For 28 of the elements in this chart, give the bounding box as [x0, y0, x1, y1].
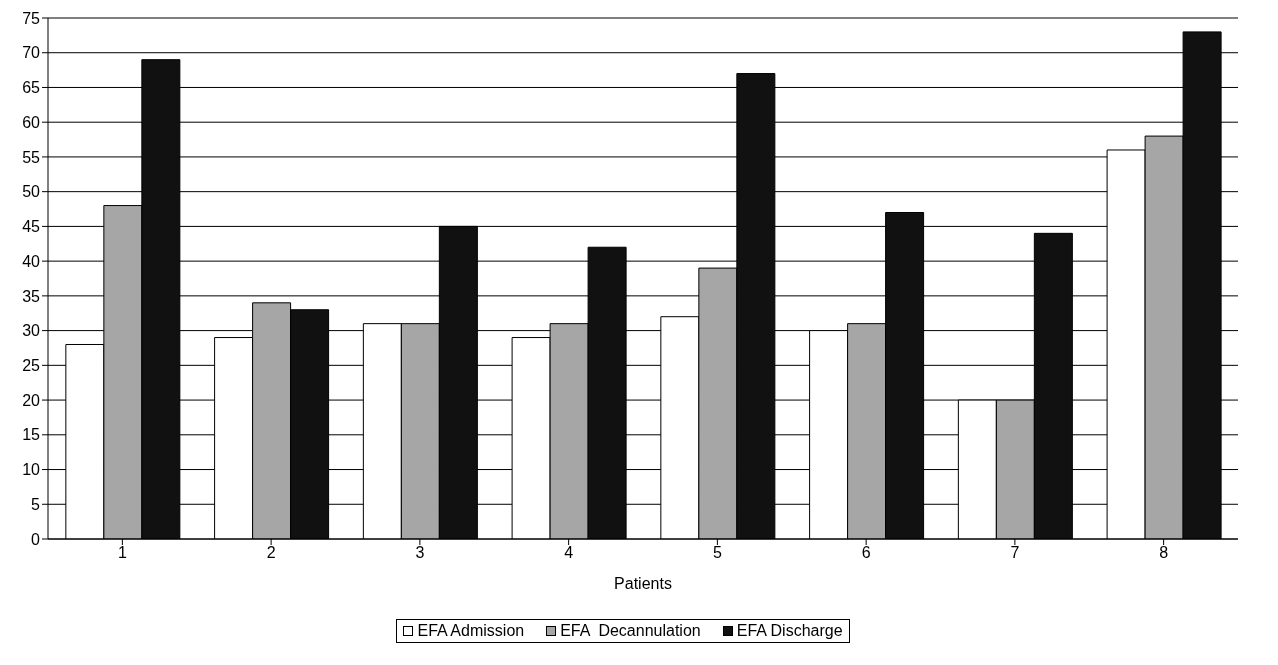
y-tick-label: 20: [22, 391, 41, 409]
y-tick-label: 45: [22, 218, 41, 236]
x-tick-label: 8: [1159, 544, 1169, 562]
x-tick-label: 2: [266, 544, 276, 562]
x-axis-title: Patients: [614, 575, 672, 592]
y-tick-label: 50: [22, 183, 41, 201]
legend-label: EFA Admission: [416, 622, 525, 640]
y-tick-label: 0: [31, 530, 41, 548]
y-tick-label: 60: [22, 113, 41, 131]
y-tick-label: 5: [31, 495, 41, 513]
x-tick-label: 6: [861, 544, 871, 562]
y-tick-label: 55: [22, 148, 41, 166]
x-tick-label: 4: [564, 544, 574, 562]
y-tick-label: 70: [22, 44, 41, 62]
y-tick-label: 15: [22, 426, 41, 444]
x-tick-label: 7: [1010, 544, 1020, 562]
y-tick-label: 75: [22, 9, 41, 27]
x-tick-label: 3: [415, 544, 425, 562]
y-tick-label: 10: [22, 461, 41, 479]
y-tick-label: 65: [22, 79, 41, 97]
y-tick-label: 25: [22, 357, 41, 375]
y-tick-label: 35: [22, 287, 41, 305]
legend-label: EFA Decannulation: [559, 622, 701, 640]
x-tick-label: 5: [712, 544, 722, 562]
y-tick-label: 40: [22, 252, 41, 270]
legend-label: EFA Discharge: [735, 622, 843, 640]
y-tick-label: 30: [22, 322, 41, 340]
x-tick-label: 1: [117, 544, 127, 562]
